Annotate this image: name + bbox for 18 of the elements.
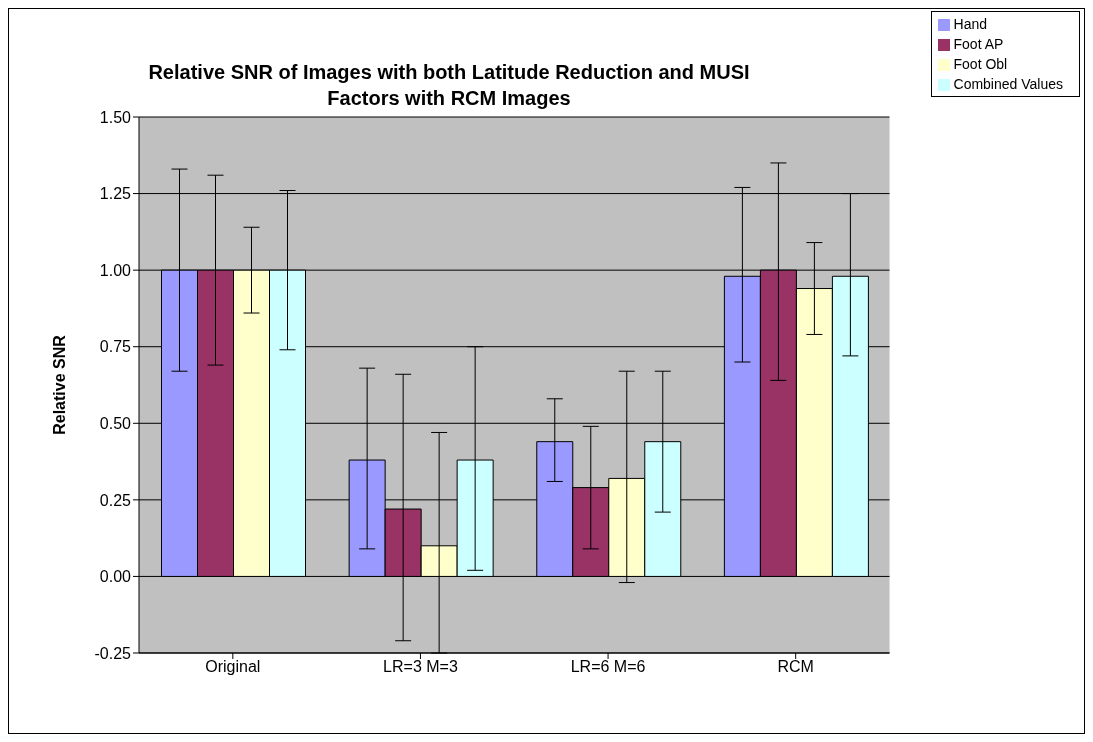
- x-tick-label: LR=6 M=6: [570, 658, 646, 676]
- y-tick-label: 0.00: [99, 568, 132, 586]
- y-tick-label: 0.50: [99, 414, 132, 432]
- y-tick-label: 1.25: [99, 185, 132, 203]
- x-tick-label: RCM: [777, 658, 814, 676]
- chart-title: Relative SNR of Images with both Latitude Reduction and MUSI Factors with RCM Images: [148, 61, 750, 109]
- legend-label: Hand: [953, 16, 987, 32]
- y-tick-label: 1.50: [99, 108, 132, 126]
- y-tick-label: 1.00: [99, 261, 132, 279]
- legend-label: Combined Values: [953, 76, 1063, 92]
- y-tick-label: 0.25: [99, 491, 132, 509]
- x-tick-label: LR=3 M=3: [383, 658, 458, 676]
- legend-label: Foot Obl: [953, 56, 1008, 72]
- y-tick-label: -0.25: [94, 644, 132, 662]
- y-axis-title: Relative SNR: [50, 334, 68, 435]
- x-tick-label: Original: [205, 658, 261, 676]
- legend-label: Foot AP: [953, 36, 1004, 52]
- y-tick-label: 0.75: [99, 338, 132, 356]
